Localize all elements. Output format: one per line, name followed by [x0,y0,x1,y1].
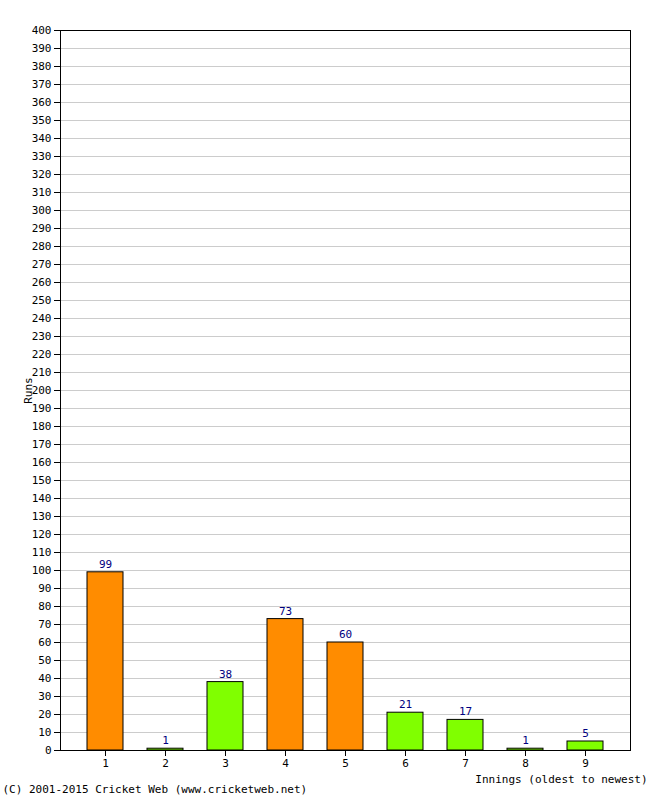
svg-text:150: 150 [32,474,52,487]
svg-text:10: 10 [38,726,51,739]
svg-text:80: 80 [38,600,51,613]
svg-text:7: 7 [462,757,469,770]
svg-text:310: 310 [32,186,52,199]
svg-text:90: 90 [38,582,51,595]
svg-text:38: 38 [219,668,232,681]
svg-text:390: 390 [32,42,52,55]
svg-text:17: 17 [459,705,472,718]
svg-text:9: 9 [582,757,589,770]
svg-text:73: 73 [279,605,292,618]
svg-text:70: 70 [38,618,51,631]
svg-text:160: 160 [32,456,52,469]
svg-text:210: 210 [32,366,52,379]
svg-text:110: 110 [32,546,52,559]
svg-text:50: 50 [38,654,51,667]
svg-text:1: 1 [522,734,529,747]
svg-text:1: 1 [162,734,169,747]
svg-text:4: 4 [282,757,289,770]
svg-text:60: 60 [38,636,51,649]
svg-text:170: 170 [32,438,52,451]
svg-text:5: 5 [342,757,349,770]
svg-text:370: 370 [32,78,52,91]
svg-text:290: 290 [32,222,52,235]
svg-text:20: 20 [38,708,51,721]
svg-text:190: 190 [31,402,52,415]
svg-text:240: 240 [32,312,52,325]
svg-text:200: 200 [31,384,52,397]
svg-text:250: 250 [32,294,52,307]
svg-text:400: 400 [32,24,52,37]
svg-text:6: 6 [402,757,409,770]
svg-text:140: 140 [32,492,52,505]
svg-text:230: 230 [32,330,52,343]
svg-text:280: 280 [32,240,52,253]
svg-text:(C) 2001-2015 Cricket Web (www: (C) 2001-2015 Cricket Web (www.cricketwe… [3,783,308,796]
svg-text:2: 2 [162,757,169,770]
svg-text:60: 60 [339,628,352,641]
svg-text:0: 0 [45,744,52,757]
svg-text:350: 350 [32,114,52,127]
svg-text:360: 360 [32,96,52,109]
svg-text:100: 100 [32,564,52,577]
svg-text:330: 330 [32,150,52,163]
svg-text:40: 40 [38,672,51,685]
svg-text:99: 99 [99,558,112,571]
svg-text:260: 260 [32,276,52,289]
svg-text:380: 380 [32,60,52,73]
svg-text:340: 340 [32,132,52,145]
svg-text:8: 8 [522,757,529,770]
svg-text:300: 300 [32,204,52,217]
svg-text:180: 180 [32,420,52,433]
svg-text:30: 30 [38,690,51,703]
svg-text:Innings (oldest to newest): Innings (oldest to newest) [475,773,647,786]
svg-text:Runs: Runs [22,377,35,404]
svg-text:130: 130 [32,510,52,523]
svg-text:270: 270 [32,258,52,271]
svg-text:21: 21 [399,698,412,711]
svg-text:120: 120 [32,528,52,541]
svg-text:3: 3 [222,757,229,770]
svg-text:5: 5 [582,727,589,740]
svg-text:1: 1 [102,757,109,770]
svg-text:220: 220 [32,348,52,361]
svg-text:320: 320 [32,168,52,181]
